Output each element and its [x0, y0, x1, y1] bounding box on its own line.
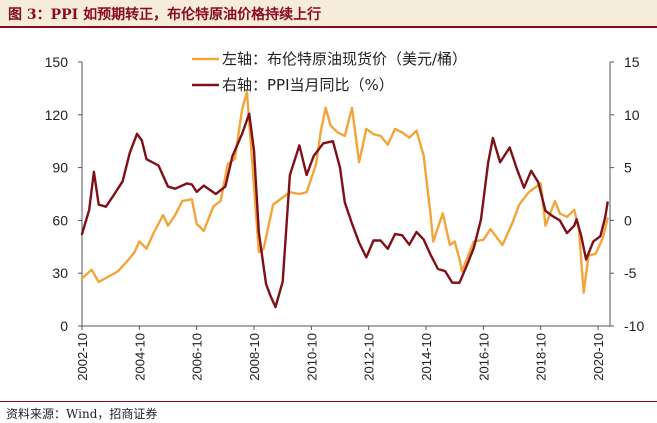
source-note: 资料来源：Wind，招商证券 [6, 407, 158, 421]
left-tick-label: 90 [52, 160, 68, 176]
x-tick-label: 2016-10 [476, 333, 491, 381]
x-tick-label: 2020-10 [591, 333, 606, 381]
x-tick-label: 2004-10 [132, 333, 147, 381]
series-line-oil [80, 90, 609, 294]
figure-header: 图 3：PPI 如预期转正，布伦特原油价格持续上行 [0, 0, 657, 28]
right-tick-label: -10 [624, 318, 644, 334]
chart: 0 30 60 90 120 150 -10 -5 0 5 10 15 2002-10 2004-10 20… [45, 50, 645, 381]
x-tick-label: 2014-10 [419, 333, 434, 381]
right-tick-label: 10 [624, 107, 640, 123]
right-tick-label: 5 [624, 160, 632, 176]
left-tick-label: 0 [60, 318, 68, 334]
x-tick-label: 2006-10 [190, 333, 205, 381]
right-tick-label: 0 [624, 212, 632, 228]
series-line-ppi [80, 112, 609, 309]
right-tick-label: -5 [624, 265, 637, 281]
legend-label: 右轴：PPI当月同比（%） [222, 76, 394, 94]
left-tick-label: 60 [52, 212, 68, 228]
x-tick-label: 2010-10 [304, 333, 319, 381]
figure-title: 图 3：PPI 如预期转正，布伦特原油价格持续上行 [8, 7, 322, 23]
x-tick-label: 2018-10 [534, 333, 549, 381]
left-tick-label: 120 [45, 107, 69, 123]
x-tick-label: 2012-10 [362, 333, 377, 381]
right-tick-label: 15 [624, 54, 640, 70]
x-tick-label: 2002-10 [75, 333, 90, 381]
left-tick-label: 30 [52, 265, 68, 281]
left-tick-label: 150 [45, 54, 69, 70]
x-tick-label: 2008-10 [247, 333, 262, 381]
figure-footer: 资料来源：Wind，招商证券 [0, 401, 657, 423]
legend-label: 左轴：布伦特原油现货价（美元/桶） [222, 50, 467, 68]
